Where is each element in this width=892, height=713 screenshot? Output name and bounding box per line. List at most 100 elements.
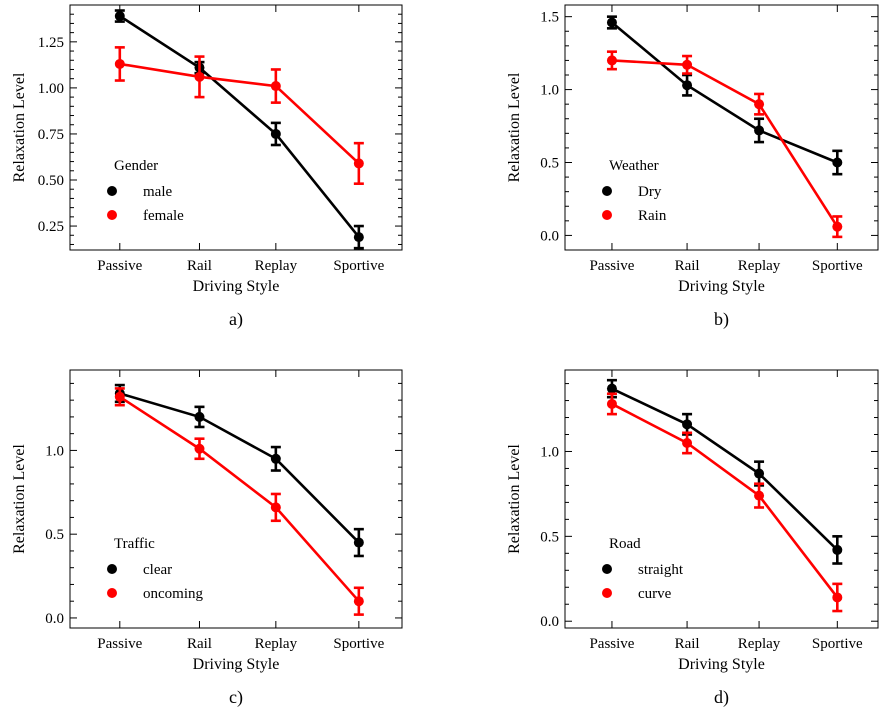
panel-label: a) bbox=[229, 309, 243, 330]
x-tick-label: Sportive bbox=[333, 636, 384, 652]
data-point bbox=[832, 592, 843, 603]
panel-label: b) bbox=[714, 309, 729, 330]
x-tick-label: Rail bbox=[187, 258, 212, 274]
chart-panel-3: 0.0 0.5 1.0 Passive Rail Replay Sportive Drivin… bbox=[11, 369, 403, 708]
data-point bbox=[114, 391, 125, 402]
data-point bbox=[754, 99, 765, 110]
legend-marker bbox=[107, 588, 117, 598]
data-point bbox=[270, 453, 281, 464]
y-axis-label: Relaxation Level bbox=[506, 72, 523, 182]
y-tick-label: 0.25 bbox=[38, 219, 64, 235]
data-point bbox=[682, 437, 693, 448]
data-point bbox=[754, 490, 765, 501]
x-tick-label: Passive bbox=[97, 636, 142, 652]
y-tick-label: 0.0 bbox=[540, 228, 559, 244]
data-point bbox=[606, 17, 617, 28]
data-point bbox=[270, 128, 281, 139]
data-point bbox=[194, 71, 205, 82]
x-tick-label: Sportive bbox=[333, 258, 384, 274]
y-tick-label: 1.0 bbox=[540, 444, 559, 460]
data-point bbox=[606, 398, 617, 409]
plot-frame bbox=[564, 4, 879, 251]
legend-label: oncoming bbox=[143, 586, 203, 602]
legend-marker bbox=[602, 564, 612, 574]
data-point bbox=[606, 55, 617, 66]
legend-title: Weather bbox=[609, 158, 659, 174]
series-line-Rain bbox=[611, 59, 839, 228]
legend-label: Rain bbox=[638, 208, 667, 224]
data-point bbox=[754, 468, 765, 479]
data-point bbox=[353, 596, 364, 607]
legend-marker bbox=[107, 210, 117, 220]
x-tick-label: Sportive bbox=[812, 258, 863, 274]
data-point bbox=[606, 383, 617, 394]
series-line-male bbox=[119, 14, 360, 238]
data-point bbox=[194, 443, 205, 454]
series-line-clear bbox=[119, 392, 360, 544]
y-tick-label: 1.0 bbox=[45, 443, 64, 459]
series-line-Dry bbox=[611, 21, 838, 164]
x-tick-label: Passive bbox=[97, 258, 142, 274]
series-line-female bbox=[119, 62, 360, 165]
legend-label: curve bbox=[638, 586, 672, 602]
y-tick-label: 0.5 bbox=[540, 156, 559, 172]
x-tick-label: Rail bbox=[675, 258, 700, 274]
x-axis-label: Driving Style bbox=[193, 656, 280, 673]
y-tick-label: 1.5 bbox=[540, 10, 559, 26]
data-point bbox=[270, 502, 281, 513]
y-axis-label: Relaxation Level bbox=[11, 444, 28, 554]
plot-frame bbox=[69, 369, 403, 629]
y-tick-label: 0.0 bbox=[45, 611, 64, 627]
legend-label: straight bbox=[638, 562, 684, 578]
series-line-straight bbox=[611, 387, 839, 551]
data-point bbox=[682, 80, 693, 91]
x-axis-label: Driving Style bbox=[678, 278, 765, 295]
y-tick-label: 0.75 bbox=[38, 127, 64, 143]
legend-title: Road bbox=[609, 536, 641, 552]
x-tick-label: Replay bbox=[255, 258, 298, 274]
x-tick-label: Passive bbox=[589, 258, 634, 274]
legend-marker bbox=[602, 186, 612, 196]
legend-title: Gender bbox=[114, 158, 158, 174]
y-tick-label: 0.0 bbox=[540, 614, 559, 630]
chart-panel-2: 0.0 0.5 1.0 1.5 Passive Rail Replay Sportive Dri… bbox=[506, 4, 879, 330]
y-axis-label: Relaxation Level bbox=[506, 444, 523, 554]
plot-frame bbox=[564, 369, 879, 629]
y-tick-label: 1.25 bbox=[38, 35, 64, 51]
chart-panel-4: 0.0 0.5 1.0 Passive Rail Replay Sportive Drivin… bbox=[506, 369, 879, 708]
x-axis-label: Driving Style bbox=[678, 656, 765, 673]
legend-marker bbox=[107, 186, 117, 196]
series-line-curve bbox=[611, 402, 839, 599]
x-tick-label: Replay bbox=[738, 258, 781, 274]
x-tick-label: Replay bbox=[255, 636, 298, 652]
x-tick-label: Rail bbox=[187, 636, 212, 652]
legend-marker bbox=[602, 588, 612, 598]
data-point bbox=[353, 232, 364, 243]
legend-label: female bbox=[143, 208, 184, 224]
data-point bbox=[194, 411, 205, 422]
panel-label: d) bbox=[714, 687, 729, 708]
x-tick-label: Rail bbox=[675, 636, 700, 652]
chart-panel-1: 0.25 0.50 0.75 1.00 1.25 Passive Rail Replay Spo… bbox=[11, 4, 403, 330]
y-tick-label: 0.50 bbox=[38, 173, 64, 189]
data-point bbox=[114, 58, 125, 69]
data-point bbox=[832, 221, 843, 232]
data-point bbox=[353, 158, 364, 169]
data-point bbox=[832, 157, 843, 168]
y-axis-label: Relaxation Level bbox=[11, 72, 28, 182]
data-point bbox=[832, 544, 843, 555]
data-point bbox=[353, 537, 364, 548]
series-line-oncoming bbox=[119, 395, 360, 603]
x-tick-label: Passive bbox=[589, 636, 634, 652]
x-axis-label: Driving Style bbox=[193, 278, 280, 295]
legend-marker bbox=[107, 564, 117, 574]
y-tick-label: 1.00 bbox=[38, 81, 64, 97]
legend-title: Traffic bbox=[114, 536, 155, 552]
y-tick-label: 0.5 bbox=[45, 527, 64, 543]
y-tick-label: 0.5 bbox=[540, 529, 559, 545]
y-tick-label: 1.0 bbox=[540, 83, 559, 99]
data-point bbox=[682, 419, 693, 430]
panel-label: c) bbox=[229, 687, 243, 708]
data-point bbox=[682, 59, 693, 70]
